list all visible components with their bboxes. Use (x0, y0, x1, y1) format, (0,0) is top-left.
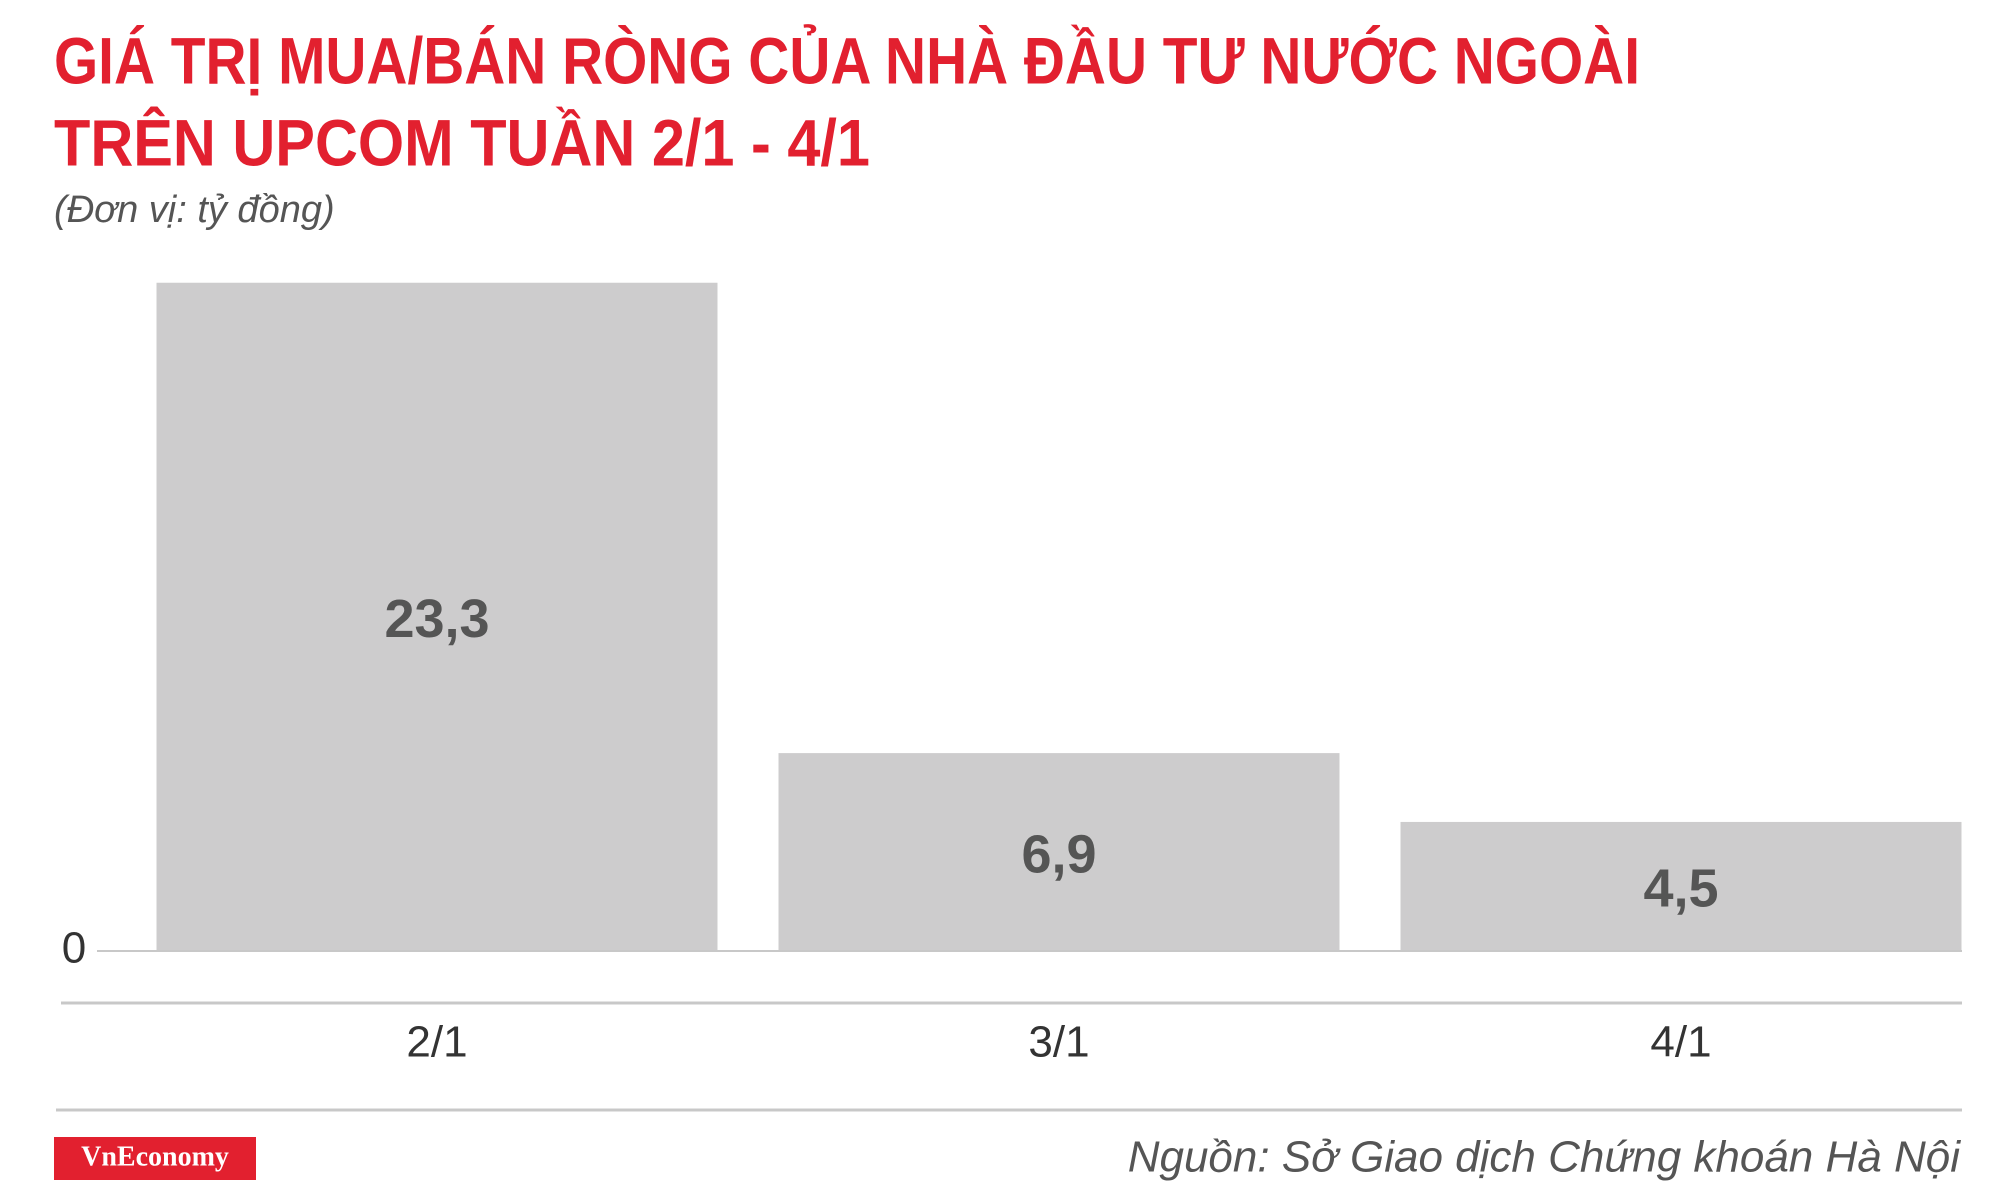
bar (778, 753, 1340, 951)
source: Nguồn: Sở Giao dịch Chứng khoán Hà Nội (1128, 1133, 1962, 1182)
x-tick-label: 4/1 (1650, 1018, 1711, 1067)
chart-title: GIÁ TRỊ MUA/BÁN RÒNG CỦA NHÀ ĐẦU TƯ NƯỚC… (54, 23, 1640, 97)
chart-title: TRÊN UPCOM TUẦN 2/1 - 4/1 (54, 105, 870, 179)
logo-box (54, 1137, 256, 1180)
value-label: 4,5 (1643, 859, 1718, 919)
x-tick-label: 3/1 (1028, 1018, 1089, 1067)
value-label: 23,3 (384, 589, 489, 649)
value-label: 6,9 (1021, 824, 1096, 884)
x-tick-label: 2/1 (406, 1018, 467, 1067)
logo: VnEconomy (81, 1141, 229, 1172)
y-tick-label: 0 (62, 924, 86, 973)
bar (156, 282, 718, 952)
chart-subtitle: (Đơn vị: tỷ đồng) (54, 189, 335, 231)
bar (1400, 821, 1962, 951)
